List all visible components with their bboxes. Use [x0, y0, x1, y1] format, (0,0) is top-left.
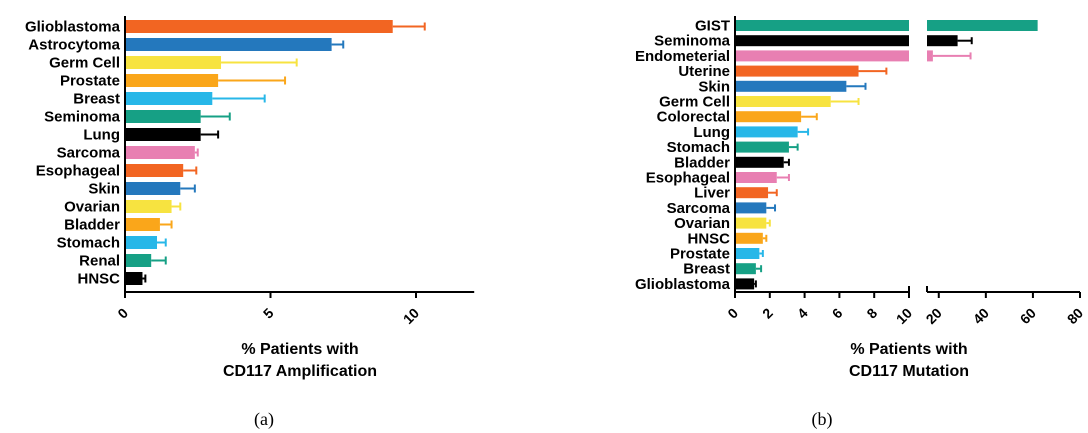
- x-tick-label: 60: [1017, 305, 1039, 327]
- bar-skin: [735, 80, 847, 92]
- x-axis-title-line2: CD117 Mutation: [849, 363, 969, 380]
- category-label-lung: Lung: [693, 124, 730, 141]
- bar-ovarian: [125, 200, 172, 213]
- category-label-colorectal: Colorectal: [657, 109, 730, 126]
- category-label-stomach: Stomach: [57, 235, 120, 252]
- bar-lung: [735, 126, 798, 138]
- category-label-seminoma: Seminoma: [44, 109, 121, 126]
- category-label-skin: Skin: [698, 78, 730, 95]
- x-tick-label: 20: [923, 305, 945, 327]
- x-tick-label: 0: [114, 305, 131, 322]
- panel-b: GISTSeminomaEndometerialUterineSkinGerm …: [635, 16, 1086, 430]
- x-tick-label: 80: [1064, 305, 1086, 327]
- category-label-sarcoma: Sarcoma: [57, 145, 121, 162]
- category-label-stomach: Stomach: [667, 139, 730, 156]
- category-label-hnsc: HNSC: [77, 271, 120, 288]
- bar-esophageal: [735, 172, 777, 183]
- bar-breast: [735, 263, 756, 275]
- bar-gist-segment2: [927, 20, 1038, 31]
- category-label-germ-cell: Germ Cell: [49, 55, 120, 72]
- x-tick-label: 0: [724, 305, 741, 322]
- bar-seminoma-segment1: [735, 35, 909, 47]
- bar-seminoma-segment2: [927, 35, 958, 47]
- bar-bladder: [735, 156, 784, 168]
- bar-glioblastoma: [125, 20, 393, 33]
- category-label-seminoma: Seminoma: [654, 33, 731, 50]
- bar-breast: [125, 92, 213, 105]
- category-label-prostate: Prostate: [670, 246, 730, 263]
- bar-astrocytoma: [125, 38, 332, 51]
- bar-germ-cell: [735, 96, 831, 107]
- category-label-glioblastoma: Glioblastoma: [25, 19, 121, 36]
- bar-bladder: [125, 218, 160, 231]
- category-label-skin: Skin: [88, 181, 120, 198]
- category-label-endometerial: Endometerial: [635, 48, 730, 65]
- bar-sarcoma: [735, 202, 767, 214]
- bar-colorectal: [735, 111, 802, 123]
- bar-esophageal: [125, 164, 184, 177]
- bar-stomach: [125, 236, 158, 249]
- category-label-bladder: Bladder: [64, 217, 120, 234]
- x-tick-label: 2: [759, 305, 776, 322]
- bar-endometerial-segment2: [927, 50, 933, 62]
- x-tick-label: 6: [829, 305, 846, 322]
- category-label-glioblastoma: Glioblastoma: [635, 276, 731, 293]
- category-label-liver: Liver: [694, 185, 730, 202]
- category-label-prostate: Prostate: [60, 73, 120, 90]
- x-axis-title-line2: CD117 Amplification: [223, 363, 377, 380]
- bar-seminoma: [125, 110, 201, 123]
- x-axis-title-line1: % Patients with: [241, 341, 358, 358]
- category-label-ovarian: Ovarian: [64, 199, 120, 216]
- category-label-sarcoma: Sarcoma: [667, 200, 731, 217]
- category-label-uterine: Uterine: [678, 63, 730, 80]
- x-tick-label: 8: [863, 305, 880, 322]
- category-label-hnsc: HNSC: [687, 230, 730, 247]
- bar-sarcoma: [125, 146, 195, 159]
- bar-hnsc: [735, 232, 763, 244]
- x-tick-label: 10: [400, 305, 422, 327]
- category-label-astrocytoma: Astrocytoma: [28, 37, 120, 54]
- x-axis-title-line1: % Patients with: [850, 341, 967, 358]
- category-label-renal: Renal: [79, 253, 120, 270]
- x-tick-label: 4: [794, 305, 811, 322]
- bar-renal: [125, 254, 152, 267]
- panel-label-b: (b): [812, 409, 833, 430]
- bar-germ-cell: [125, 56, 222, 69]
- category-label-breast: Breast: [73, 91, 120, 108]
- bar-stomach: [735, 141, 789, 153]
- category-label-germ-cell: Germ Cell: [659, 94, 730, 111]
- x-tick-label: 10: [893, 305, 915, 327]
- category-label-esophageal: Esophageal: [646, 170, 730, 187]
- bar-prostate: [125, 74, 219, 87]
- category-label-esophageal: Esophageal: [36, 163, 120, 180]
- category-label-breast: Breast: [683, 261, 730, 278]
- category-label-bladder: Bladder: [674, 154, 730, 171]
- bar-liver: [735, 187, 769, 199]
- bar-hnsc: [125, 272, 143, 285]
- panel-label-a: (a): [254, 409, 274, 430]
- category-label-gist: GIST: [695, 18, 730, 35]
- category-label-ovarian: Ovarian: [674, 215, 730, 232]
- category-label-lung: Lung: [83, 127, 120, 144]
- bar-skin: [125, 182, 181, 195]
- bar-uterine: [735, 65, 859, 77]
- bar-lung: [125, 128, 201, 141]
- bar-glioblastoma: [735, 278, 755, 290]
- x-tick-label: 5: [260, 305, 277, 322]
- bar-ovarian: [735, 217, 767, 229]
- bar-gist-segment1: [735, 20, 909, 31]
- x-tick-label: 40: [970, 305, 992, 327]
- bar-prostate: [735, 248, 760, 259]
- bar-endometerial-segment1: [735, 50, 909, 62]
